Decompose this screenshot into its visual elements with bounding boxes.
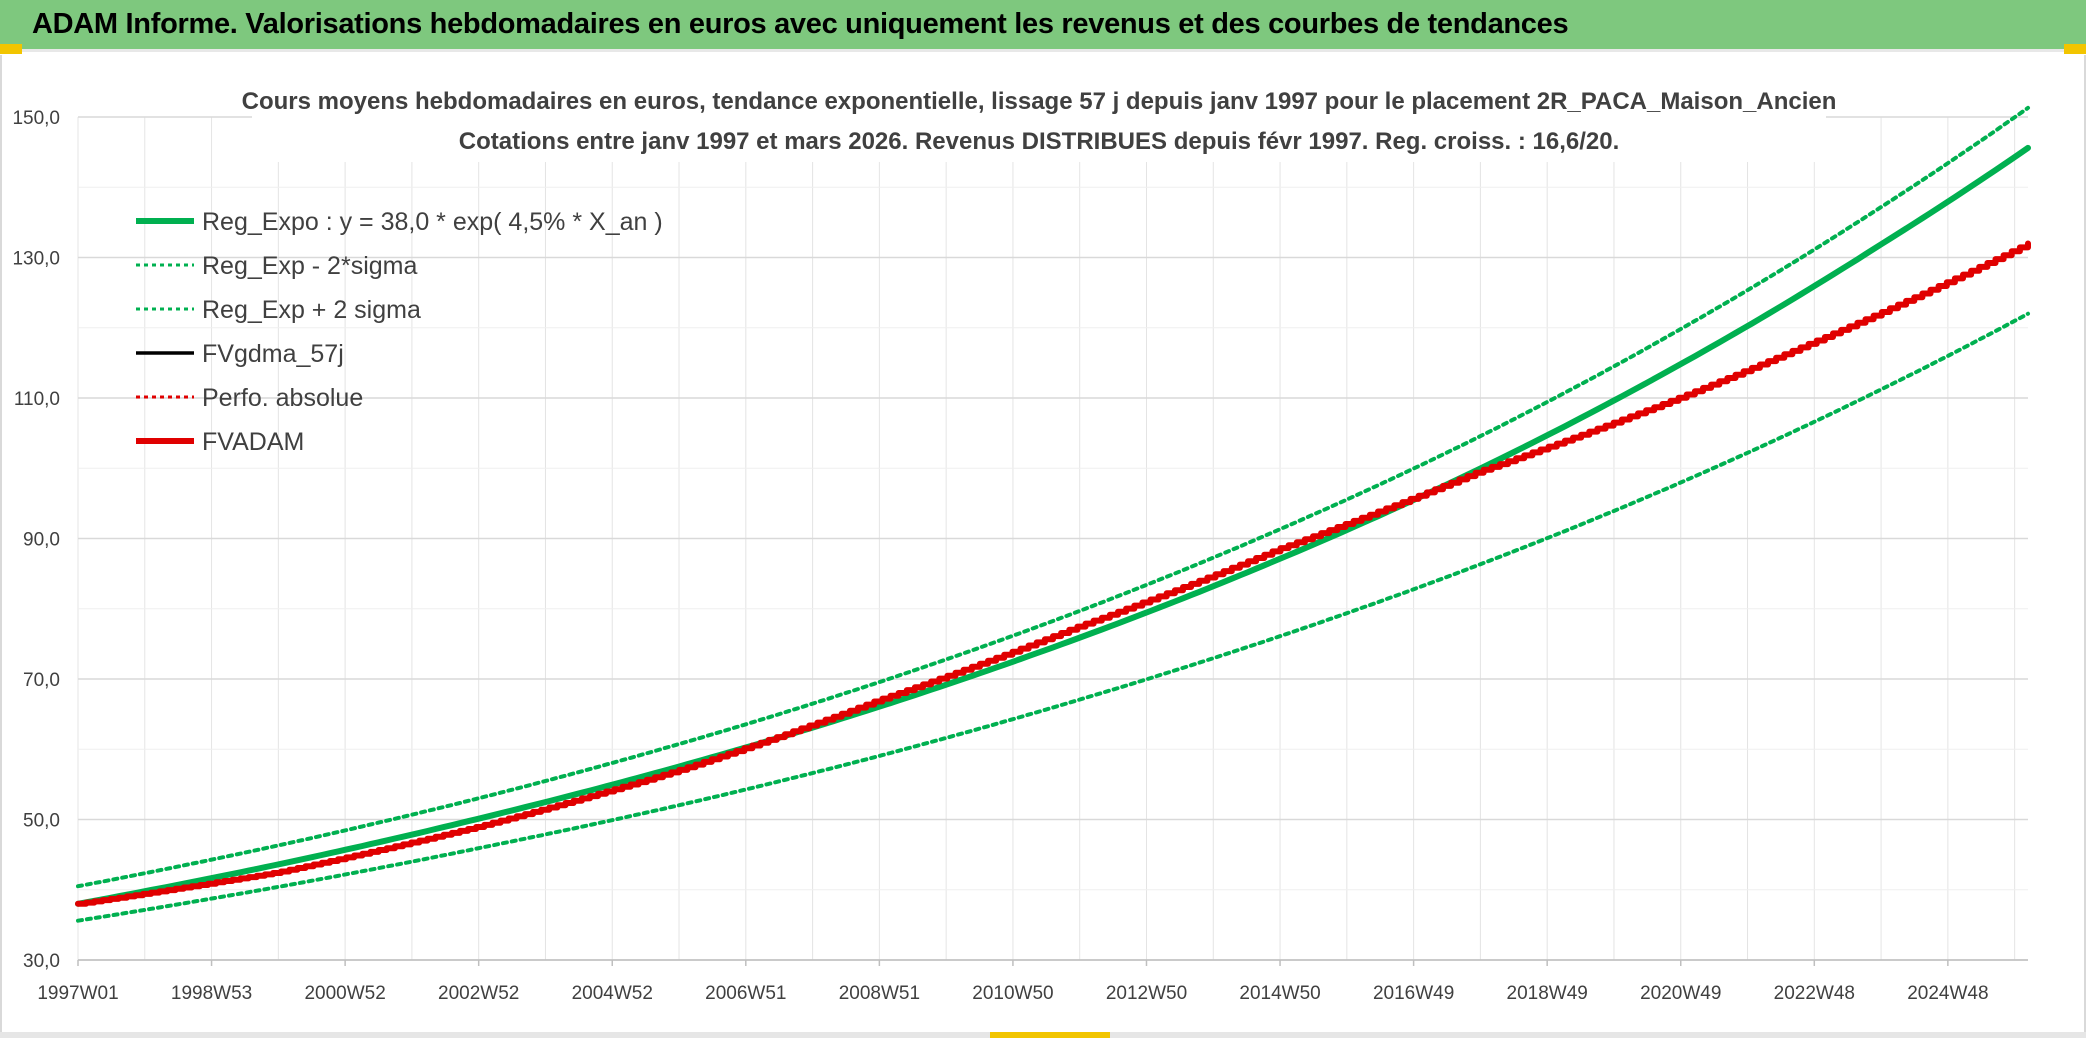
header-bar: ADAM Informe. Valorisations hebdomadaire… (0, 0, 2086, 54)
legend-label: Reg_Exp - 2*sigma (202, 252, 417, 280)
x-tick-label: 2000W52 (304, 983, 385, 1004)
series-line-reg-exp-minus-2sigma (76, 311, 2030, 923)
x-tick-label: 2014W50 (1239, 983, 1320, 1004)
legend-label: FVgdma_57j (202, 340, 344, 368)
chart-title-line: Cours moyens hebdomadaires en euros, ten… (242, 88, 1837, 115)
x-tick-label: 1998W53 (171, 983, 252, 1004)
legend-label: Reg_Expo : y = 38,0 * exp( 4,5% * X_an ) (202, 208, 663, 236)
x-tick-label: 2020W49 (1640, 983, 1721, 1004)
header-corner-right (2064, 44, 2086, 54)
legend-label: Perfo. absolue (202, 384, 363, 412)
header-corner-left (0, 44, 22, 54)
y-tick-label: 90,0 (23, 530, 60, 551)
x-tick-label: 2002W52 (438, 983, 519, 1004)
x-tick-label: 2010W50 (972, 983, 1053, 1004)
y-tick-label: 70,0 (23, 670, 60, 691)
y-tick-label: 150,0 (12, 108, 60, 129)
y-tick-label: 110,0 (14, 389, 60, 410)
page-title: ADAM Informe. Valorisations hebdomadaire… (32, 8, 1569, 40)
legend-label: FVADAM (202, 428, 304, 456)
bottom-bar-mark (990, 1032, 1110, 1038)
bottom-bar (0, 1032, 2086, 1038)
series-line-reg-exp-plus-2sigma (76, 105, 2030, 889)
x-tick-label: 2008W51 (839, 983, 920, 1004)
series-line-fvadam (75, 240, 2031, 907)
legend-label: Reg_Exp + 2 sigma (202, 296, 421, 324)
chart-title-background (252, 80, 1826, 162)
y-tick-label: 30,0 (23, 951, 60, 972)
series-line-reg-expo (75, 144, 2031, 907)
x-tick-label: 2022W48 (1774, 983, 1855, 1004)
chart-title-line: Cotations entre janv 1997 et mars 2026. … (459, 128, 1620, 155)
x-tick-label: 2016W49 (1373, 983, 1454, 1004)
chart-frame (0, 55, 2086, 1038)
y-tick-label: 50,0 (23, 811, 60, 832)
x-tick-label: 2012W50 (1106, 983, 1187, 1004)
x-tick-label: 1997W01 (37, 983, 118, 1004)
y-tick-label: 130,0 (12, 249, 60, 270)
x-tick-label: 2024W48 (1907, 983, 1988, 1004)
x-tick-label: 2006W51 (705, 983, 786, 1004)
x-tick-label: 2018W49 (1507, 983, 1588, 1004)
x-tick-label: 2004W52 (572, 983, 653, 1004)
